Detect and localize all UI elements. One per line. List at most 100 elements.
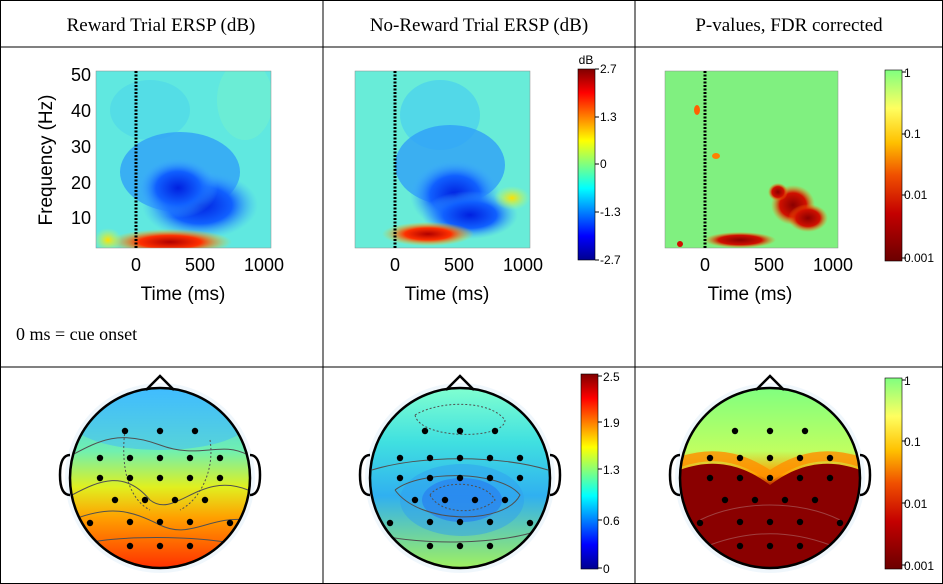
electrode-dot <box>736 474 744 482</box>
electrode-dot <box>456 454 464 462</box>
x-tick-label: 1000 <box>813 255 853 275</box>
electrode-dot <box>411 496 419 504</box>
cue-onset-note: 0 ms = cue onset <box>16 324 137 344</box>
x-tick-label: 1000 <box>503 255 543 275</box>
electrode-dot <box>156 542 164 550</box>
electrode-dot <box>186 542 194 550</box>
electrode-dot <box>811 496 819 504</box>
electrode-dot <box>426 518 434 526</box>
y-tick-label: 10 <box>71 208 91 228</box>
colorbar-tick: 2.7 <box>600 62 617 76</box>
electrode-dot <box>441 496 449 504</box>
colorbar-tick: 1 <box>904 66 911 80</box>
electrode-dot <box>396 474 404 482</box>
electrode-layer <box>86 427 844 550</box>
y-axis-label: Frequency (Hz) <box>36 95 57 226</box>
reward-ersp-heatmap <box>95 70 272 249</box>
electrode-dot <box>96 474 104 482</box>
electrode-dot <box>141 496 149 504</box>
electrode-dot <box>156 474 164 482</box>
electrode-dot <box>796 474 804 482</box>
electrode-dot <box>96 454 104 462</box>
electrode-dot <box>751 496 759 504</box>
electrode-dot <box>491 427 499 435</box>
colorbar-unit: dB <box>579 53 594 67</box>
header-no-reward: No-Reward Trial ERSP (dB) <box>370 15 588 36</box>
electrode-dot <box>216 474 224 482</box>
x-tick-label: 0 <box>131 255 141 275</box>
electrode-dot <box>796 542 804 550</box>
p-value-colorbar-bottom: 1 0.1 0.01 0.001 <box>884 374 934 573</box>
electrode-dot <box>826 474 834 482</box>
electrode-dot <box>486 542 494 550</box>
colorbar-tick: 0.001 <box>904 559 934 573</box>
x-tick-label: 500 <box>185 255 215 275</box>
electrode-dot <box>426 454 434 462</box>
electrode-dot <box>201 496 209 504</box>
electrode-dot <box>736 518 744 526</box>
colorbar-tick: 0 <box>603 562 610 576</box>
x-axis-label: Time (ms) <box>405 284 490 305</box>
colorbar-tick: 0.01 <box>904 188 928 202</box>
electrode-dot <box>156 454 164 462</box>
x-tick-label: 500 <box>444 255 474 275</box>
electrode-dot <box>386 519 394 527</box>
electrode-dot <box>86 519 94 527</box>
electrode-dot <box>426 474 434 482</box>
y-tick-label: 50 <box>71 65 91 85</box>
electrode-dot <box>736 454 744 462</box>
electrode-dot <box>706 474 714 482</box>
electrode-dot <box>766 518 774 526</box>
header-reward: Reward Trial ERSP (dB) <box>67 15 256 36</box>
p-value-colorbar-top: 1 0.1 0.01 0.001 <box>884 66 934 265</box>
electrode-dot <box>156 518 164 526</box>
colorbar-tick: 0 <box>600 157 607 171</box>
electrode-dot <box>766 474 774 482</box>
electrode-dot <box>471 496 479 504</box>
electrode-dot <box>516 474 524 482</box>
electrode-dot <box>456 427 464 435</box>
electrode-dot <box>526 519 534 527</box>
electrode-dot <box>796 518 804 526</box>
electrode-dot <box>421 427 429 435</box>
x-axis-label: Time (ms) <box>141 284 226 305</box>
x-tick-label: 500 <box>754 255 784 275</box>
electrode-dot <box>486 518 494 526</box>
electrode-dot <box>836 519 844 527</box>
y-tick-label: 40 <box>71 101 91 121</box>
header-p-values: P-values, FDR corrected <box>695 15 883 36</box>
electrode-dot <box>781 496 789 504</box>
p-value-heatmap <box>664 70 839 249</box>
colorbar-tick: 1 <box>904 374 911 388</box>
x-tick-label: 0 <box>390 255 400 275</box>
colorbar-tick: 1.9 <box>603 416 620 430</box>
electrode-dot <box>696 519 704 527</box>
ersp-colorbar: dB 2.7 1.3 0 -1.3 -2.7 <box>577 53 621 267</box>
electrode-dot <box>126 518 134 526</box>
no-reward-ersp-heatmap <box>354 70 531 249</box>
colorbar-tick: 0.6 <box>603 514 620 528</box>
electrode-dot <box>486 474 494 482</box>
electrode-dot <box>186 518 194 526</box>
electrode-dot <box>126 474 134 482</box>
electrode-dot <box>766 542 774 550</box>
y-tick-label: 30 <box>71 137 91 157</box>
electrode-dot <box>191 427 199 435</box>
electrode-dot <box>766 454 774 462</box>
electrode-dot <box>121 427 129 435</box>
electrode-dot <box>126 454 134 462</box>
electrode-dot <box>226 519 234 527</box>
colorbar-tick: 2.5 <box>603 370 620 384</box>
colorbar-tick: 1.3 <box>600 110 617 124</box>
electrode-dot <box>396 454 404 462</box>
colorbar-tick: 0.001 <box>904 251 934 265</box>
colorbar-tick: 0.01 <box>904 497 928 511</box>
electrode-dot <box>126 542 134 550</box>
electrode-dot <box>171 496 179 504</box>
electrode-dot <box>456 542 464 550</box>
electrode-dot <box>501 496 509 504</box>
electrode-dot <box>156 427 164 435</box>
electrode-dot <box>456 474 464 482</box>
electrode-dot <box>826 454 834 462</box>
